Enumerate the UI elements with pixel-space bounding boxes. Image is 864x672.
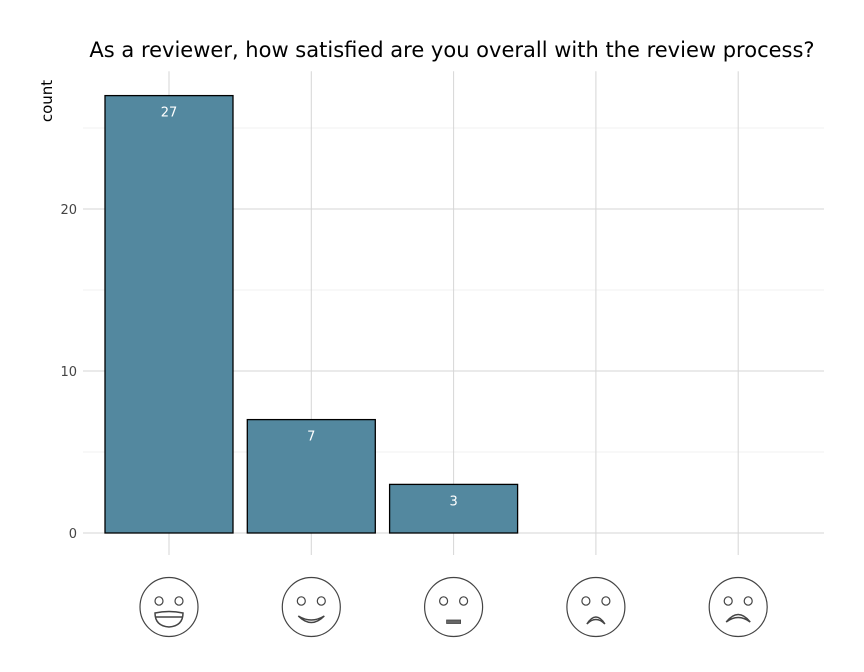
right-eye	[459, 596, 469, 606]
mouth	[725, 613, 751, 623]
left-eye	[723, 596, 733, 606]
face-outline	[424, 576, 484, 638]
left-eye	[439, 596, 449, 606]
bar	[104, 94, 234, 534]
right-eye	[316, 596, 326, 606]
right-eye	[601, 596, 611, 606]
face-outline	[281, 576, 341, 638]
mouth	[586, 616, 606, 625]
mouth	[297, 615, 325, 624]
y-tick-label: 10	[60, 365, 77, 380]
right-eye	[743, 596, 753, 606]
y-axis-label: count	[38, 80, 56, 122]
left-eye	[154, 596, 164, 606]
left-eye	[581, 596, 591, 606]
y-tick-label: 20	[60, 203, 77, 218]
dissatisfied-face-icon	[566, 576, 626, 638]
mouth	[446, 619, 462, 624]
mouth	[154, 610, 184, 628]
very-satisfied-face-icon	[139, 576, 199, 638]
bar	[246, 418, 376, 534]
very-dissatisfied-face-icon	[708, 576, 768, 638]
satisfied-face-icon	[281, 576, 341, 638]
face-outline	[566, 576, 626, 638]
face-outline	[708, 576, 768, 638]
neutral-face-icon	[424, 576, 484, 638]
left-eye	[296, 596, 306, 606]
bar-data-label: 3	[449, 494, 457, 509]
chart-title: As a reviewer, how satisfied are you ove…	[89, 38, 814, 62]
face-outline	[139, 576, 199, 638]
bar	[388, 483, 519, 534]
bar-data-label: 27	[161, 106, 178, 121]
y-tick-label: 0	[69, 527, 77, 542]
right-eye	[174, 596, 184, 606]
bar-data-label: 7	[307, 430, 315, 445]
